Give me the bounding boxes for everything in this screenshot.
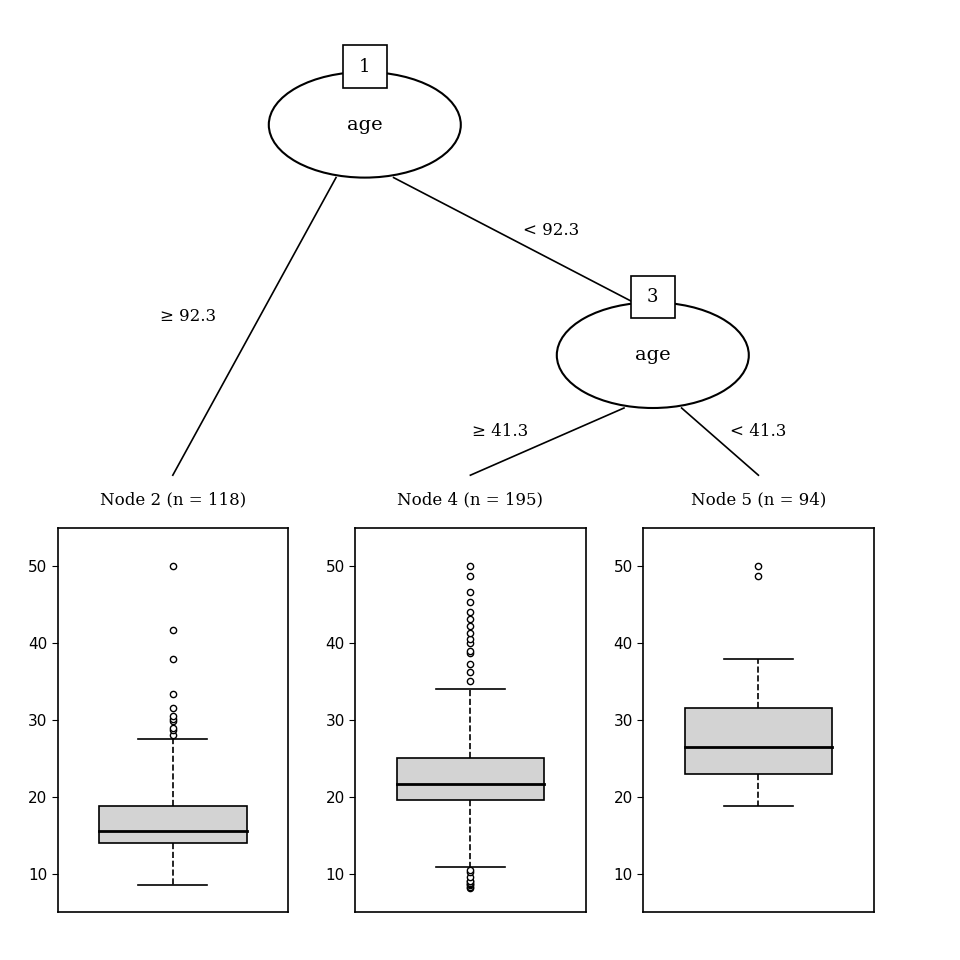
Text: Node 4 (n = 195): Node 4 (n = 195) bbox=[397, 492, 543, 509]
FancyBboxPatch shape bbox=[631, 276, 675, 318]
Ellipse shape bbox=[269, 72, 461, 178]
Text: age: age bbox=[635, 347, 671, 364]
Text: < 41.3: < 41.3 bbox=[730, 423, 786, 441]
Bar bbox=[396, 758, 544, 800]
Bar bbox=[684, 708, 832, 774]
Text: ≥ 92.3: ≥ 92.3 bbox=[160, 308, 216, 325]
Text: ≥ 41.3: ≥ 41.3 bbox=[471, 423, 528, 441]
FancyBboxPatch shape bbox=[343, 45, 387, 87]
Text: Node 2 (n = 118): Node 2 (n = 118) bbox=[100, 492, 246, 509]
Bar bbox=[99, 806, 247, 843]
Text: 3: 3 bbox=[647, 288, 659, 306]
Text: Node 5 (n = 94): Node 5 (n = 94) bbox=[690, 492, 827, 509]
Text: age: age bbox=[347, 116, 383, 133]
Ellipse shape bbox=[557, 302, 749, 408]
Text: < 92.3: < 92.3 bbox=[523, 222, 580, 239]
Text: 1: 1 bbox=[359, 58, 371, 76]
